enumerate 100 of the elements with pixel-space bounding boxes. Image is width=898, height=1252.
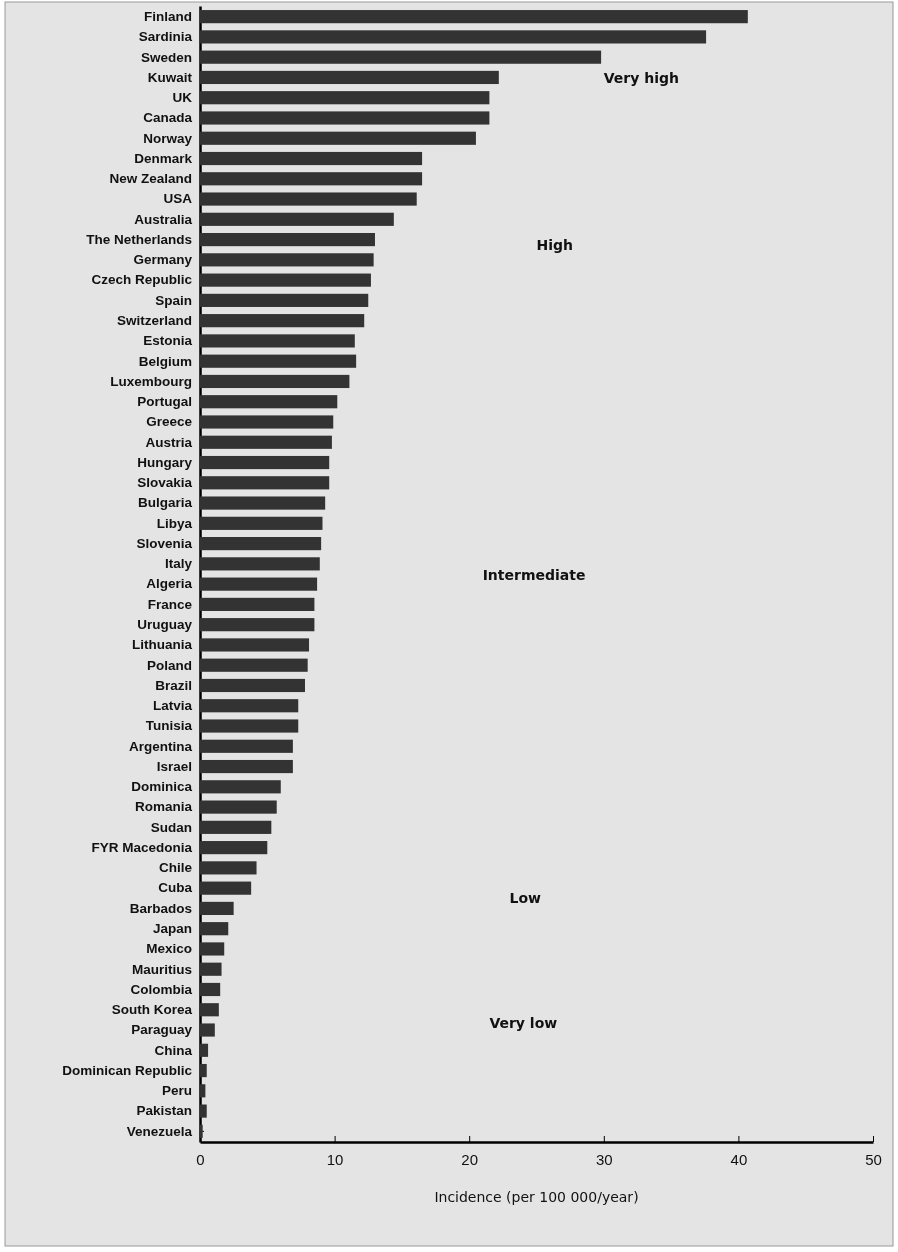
bar	[200, 861, 257, 875]
bar	[200, 537, 322, 551]
annotation: Intermediate	[482, 566, 586, 583]
y-tick-label: Italy	[164, 556, 193, 572]
bar	[200, 111, 490, 125]
y-tick-label: Bulgaria	[137, 495, 193, 511]
bar	[200, 922, 229, 936]
y-tick-label: Portugal	[137, 394, 192, 410]
bar	[200, 557, 320, 571]
x-tick-label: 0	[196, 1150, 205, 1168]
y-tick-label: Algeria	[146, 576, 193, 592]
bar	[200, 10, 748, 24]
bar	[200, 780, 281, 794]
bar	[200, 496, 326, 510]
bar	[200, 841, 268, 855]
x-tick-label: 40	[730, 1150, 748, 1168]
y-tick-label: Lithuania	[132, 637, 193, 653]
bar	[200, 476, 330, 490]
y-tick-label: Luxembourg	[110, 373, 192, 389]
bar	[200, 618, 315, 632]
y-tick-label: Canada	[143, 110, 193, 126]
y-tick-label: Sudan	[150, 819, 192, 835]
x-axis-title: Incidence (per 100 000/year)	[434, 1189, 639, 1205]
y-tick-label: Denmark	[134, 150, 193, 166]
bar	[200, 253, 374, 267]
x-tick-label: 50	[865, 1150, 882, 1168]
annotation: Very low	[489, 1015, 558, 1032]
y-tick-label: Peru	[161, 1083, 192, 1099]
y-tick-label: FYR Macedonia	[91, 839, 193, 855]
y-tick-label: Belgium	[138, 353, 192, 369]
bar	[200, 455, 330, 470]
bar	[200, 354, 357, 368]
y-tick-label: Poland	[146, 657, 192, 673]
y-tick-label: Estonia	[143, 333, 193, 349]
bar	[200, 212, 394, 226]
x-tick-label: 20	[461, 1150, 479, 1168]
y-tick-label: Hungary	[137, 454, 193, 470]
bar	[200, 131, 476, 145]
y-tick-label: Cuba	[158, 880, 193, 896]
bar	[200, 435, 332, 449]
annotation: High	[536, 237, 574, 254]
y-tick-label: Finland	[144, 8, 192, 24]
bar	[200, 314, 365, 328]
y-tick-label: New Zealand	[109, 171, 192, 187]
y-tick-label: Sweden	[140, 49, 192, 65]
bar	[200, 334, 355, 348]
y-tick-label: Colombia	[130, 981, 193, 997]
y-tick-label: Slovakia	[137, 475, 193, 491]
y-tick-label: Japan	[152, 921, 192, 936]
bar	[200, 638, 310, 652]
y-tick-label: Dominica	[131, 779, 193, 795]
y-tick-label: Switzerland	[116, 312, 192, 328]
y-tick-label: Pakistan	[136, 1103, 192, 1119]
y-tick-label: Slovenia	[136, 535, 193, 551]
bar	[200, 759, 293, 774]
y-tick-label: Uruguay	[137, 616, 193, 632]
bar	[200, 1023, 215, 1037]
bar	[200, 70, 499, 85]
bar	[200, 415, 334, 429]
bar	[200, 658, 308, 672]
y-tick-label: USA	[163, 191, 193, 207]
y-tick-label: Romania	[134, 799, 193, 815]
bar	[200, 739, 293, 753]
y-tick-label: Australia	[134, 211, 193, 227]
bar	[200, 273, 371, 287]
bar	[200, 151, 423, 166]
y-tick-label: Barbados	[129, 900, 192, 916]
bar	[200, 1104, 207, 1118]
bar	[200, 962, 222, 976]
y-tick-label: Venezuela	[126, 1123, 193, 1139]
bar	[200, 50, 602, 64]
y-tick-label: Mauritius	[131, 961, 192, 977]
y-tick-label: Tunisia	[145, 718, 193, 734]
y-tick-label: Latvia	[152, 698, 193, 714]
bar	[200, 1063, 207, 1078]
y-tick-label: Kuwait	[147, 69, 193, 85]
y-tick-label: Paraguay	[131, 1022, 193, 1038]
y-tick-label: Dominican Republic	[62, 1062, 193, 1078]
y-tick-label: South Korea	[111, 1002, 193, 1018]
bar	[200, 800, 277, 814]
y-tick-label: Israel	[156, 758, 192, 774]
bar	[200, 982, 221, 997]
bar	[200, 91, 490, 105]
x-tick-label: 30	[595, 1150, 613, 1168]
y-tick-label: China	[154, 1042, 193, 1058]
annotation: Very high	[603, 70, 680, 87]
y-tick-label: Libya	[156, 515, 193, 531]
y-tick-label: Mexico	[146, 941, 192, 957]
y-tick-label: Germany	[133, 252, 193, 268]
bar	[200, 172, 423, 186]
bar	[200, 30, 707, 44]
annotation: Low	[509, 890, 542, 907]
bar	[200, 719, 299, 733]
y-tick-label: UK	[172, 90, 193, 106]
bar	[200, 881, 252, 895]
y-tick-label: Argentina	[128, 738, 193, 754]
y-tick-label: The Netherlands	[86, 231, 192, 247]
bar	[200, 901, 234, 915]
bar	[200, 942, 225, 956]
bar	[200, 1124, 203, 1138]
